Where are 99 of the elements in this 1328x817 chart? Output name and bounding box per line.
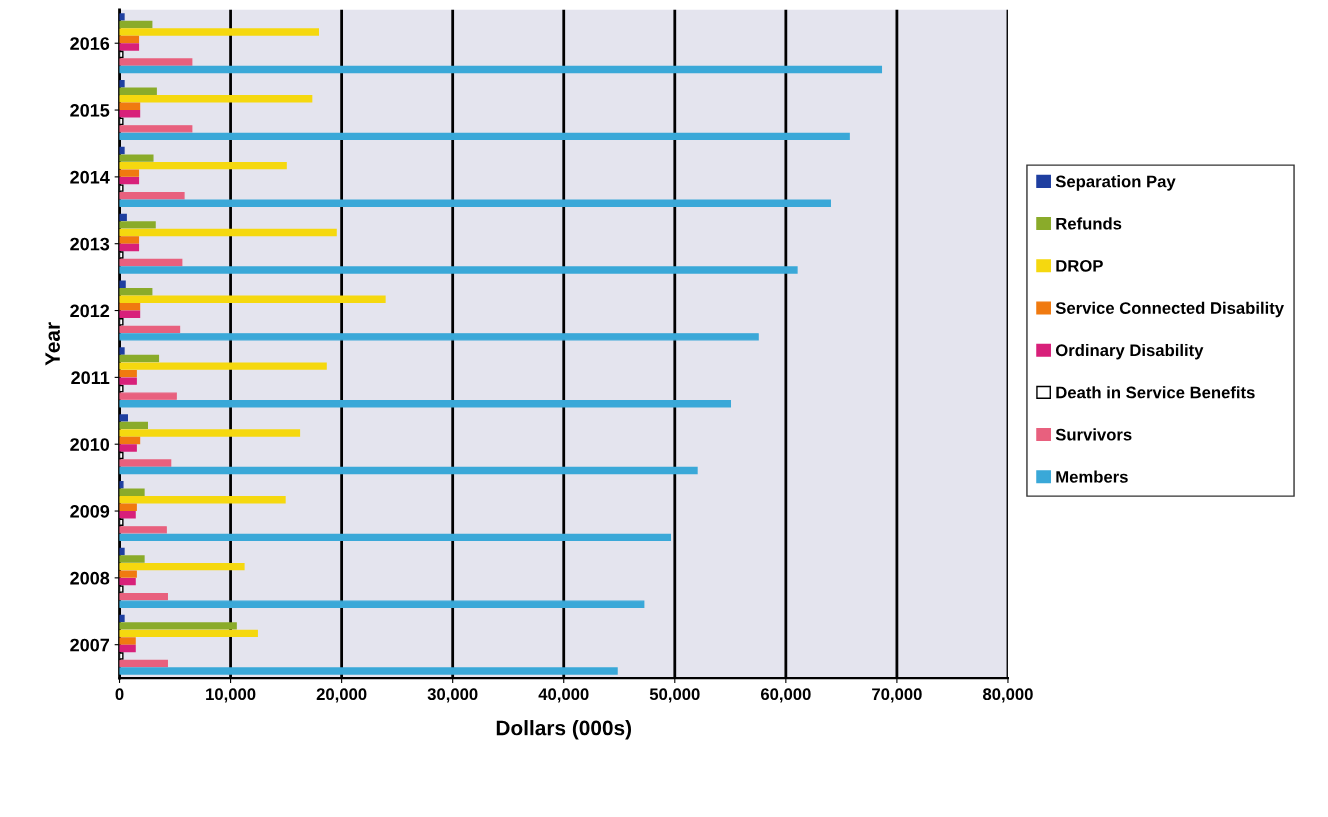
bar <box>119 362 327 370</box>
bar <box>119 161 287 170</box>
bar <box>119 266 798 274</box>
bar <box>119 295 386 303</box>
x-tick-label: 0 <box>115 688 124 701</box>
bar <box>119 333 759 341</box>
bar <box>119 429 301 437</box>
y-tick-label: 2007 <box>70 638 110 652</box>
x-tick-label: 50,000 <box>649 688 700 703</box>
y-tick-label: 2009 <box>70 504 110 518</box>
bar <box>119 102 141 110</box>
legend-label: Ordinary Disability <box>1055 343 1204 360</box>
bar <box>119 526 167 534</box>
bar <box>119 600 645 608</box>
bar <box>119 577 136 586</box>
bar <box>119 280 126 288</box>
bar <box>119 392 177 400</box>
x-tick-label: 20,000 <box>316 688 367 703</box>
bar <box>119 637 136 645</box>
bar <box>119 347 125 355</box>
bar <box>119 466 698 475</box>
legend-label: Service Connected Disability <box>1055 301 1284 318</box>
x-tick-label: 80,000 <box>982 688 1033 703</box>
x-tick-label: 10,000 <box>206 688 256 703</box>
bar <box>119 169 140 177</box>
bar <box>119 132 850 141</box>
bar <box>119 154 154 162</box>
y-tick-label: 2012 <box>70 304 110 318</box>
bar <box>119 570 137 578</box>
y-tick-label: 2015 <box>70 103 110 117</box>
bar <box>119 288 153 296</box>
bar <box>119 176 140 185</box>
bar <box>119 58 193 66</box>
bar <box>119 28 320 36</box>
bar <box>119 644 136 653</box>
y-tick-label: 2008 <box>70 571 110 585</box>
bar <box>119 35 140 44</box>
legend-label: DROP <box>1056 259 1103 272</box>
bar <box>119 125 193 133</box>
bar <box>119 258 183 267</box>
bar <box>119 667 618 675</box>
bar <box>119 110 141 118</box>
bar <box>119 555 145 563</box>
y-tick-label: 2016 <box>70 37 110 50</box>
bar <box>119 20 153 29</box>
bar <box>119 199 831 207</box>
bar <box>119 659 168 668</box>
bar <box>119 243 140 252</box>
bar <box>119 444 137 452</box>
bar <box>119 95 313 103</box>
legend-label: Death in Service Benefits <box>1056 386 1255 399</box>
legend-label: Refunds <box>1056 217 1122 230</box>
legend-label: Separation Pay <box>1055 175 1176 191</box>
bar <box>119 533 672 542</box>
bar <box>119 503 137 511</box>
legend-label: Survivors <box>1055 428 1132 441</box>
legend-label: Members <box>1056 470 1128 483</box>
bar <box>119 310 141 319</box>
bar <box>119 562 245 571</box>
y-axis-title: Year <box>45 322 60 366</box>
bar <box>119 481 124 489</box>
bar <box>119 65 883 74</box>
y-tick-label: 2014 <box>70 170 110 184</box>
bar <box>119 303 141 311</box>
bar <box>119 325 181 334</box>
x-tick-label: 30,000 <box>427 688 478 703</box>
bar <box>119 354 160 363</box>
bar <box>119 191 185 200</box>
bar <box>119 459 172 467</box>
x-tick-label: 70,000 <box>872 688 922 703</box>
x-axis-title: Dollars (000s) <box>496 720 632 740</box>
bar <box>119 629 258 638</box>
x-tick-label: 60,000 <box>760 688 811 703</box>
y-tick-label: 2010 <box>70 438 110 451</box>
bar <box>119 43 140 51</box>
y-tick-label: 2011 <box>71 371 110 385</box>
bar <box>119 547 125 556</box>
bar <box>119 213 127 222</box>
bar <box>119 488 145 496</box>
bar <box>119 436 141 445</box>
bar <box>119 421 148 430</box>
bar <box>119 87 157 95</box>
bar <box>119 592 168 601</box>
x-tick-label: 40,000 <box>538 688 589 703</box>
bar <box>119 414 128 422</box>
bar <box>119 221 156 229</box>
bar <box>119 146 125 155</box>
bar <box>119 377 137 385</box>
bar <box>119 496 286 504</box>
bar <box>119 622 237 630</box>
bar <box>119 13 125 21</box>
bar <box>119 80 125 88</box>
y-tick-label: 2013 <box>70 237 110 251</box>
bar <box>119 369 137 378</box>
bar <box>119 228 337 237</box>
bar <box>119 511 136 519</box>
bar <box>119 399 732 408</box>
bar <box>119 614 125 623</box>
bar <box>119 236 140 244</box>
